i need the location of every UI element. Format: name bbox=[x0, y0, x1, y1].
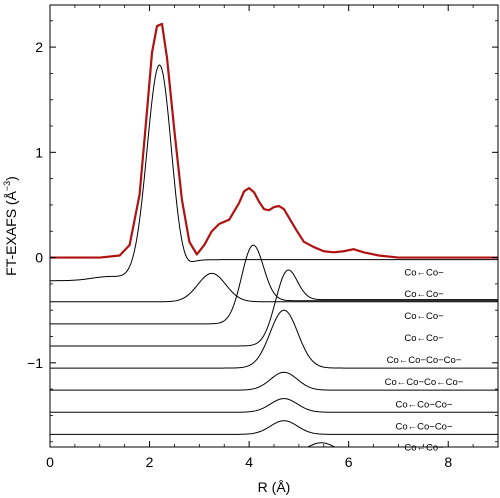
total-ft-exafs-curve bbox=[50, 22, 498, 259]
component-labels: Co←Co−Co←Co−Co←Co−Co←Co−Co←Co−Co−Co−Co←C… bbox=[385, 268, 464, 454]
y-tick-label: 0 bbox=[35, 250, 43, 266]
x-axis-ticks: 0 2 4 6 8 bbox=[46, 5, 499, 470]
component-label: Co←Co−Co− bbox=[395, 399, 452, 410]
y-tick-label: 1 bbox=[35, 144, 43, 160]
y-axis-title-superscript: −3 bbox=[2, 181, 12, 191]
component-curve bbox=[50, 244, 498, 325]
component-curve bbox=[50, 371, 498, 391]
x-tick-label: 4 bbox=[245, 454, 253, 470]
component-label: Co←Co− bbox=[404, 442, 444, 453]
component-curve bbox=[50, 64, 498, 282]
y-tick-label: −1 bbox=[27, 355, 43, 371]
component-curve bbox=[50, 398, 498, 413]
x-tick-label: 6 bbox=[345, 454, 353, 470]
component-curve bbox=[50, 420, 498, 435]
component-curve bbox=[50, 309, 498, 369]
component-label: Co←Co− bbox=[404, 333, 444, 344]
component-label: Co←Co− bbox=[404, 268, 444, 279]
total-curve-layer bbox=[50, 22, 498, 259]
y-axis-title: FT-EXAFS (Å−3) bbox=[2, 176, 19, 276]
x-tick-label: 2 bbox=[146, 454, 154, 470]
component-label: Co←Co− bbox=[404, 289, 444, 300]
x-tick-label: 8 bbox=[444, 454, 452, 470]
component-label: Co←Co−Co←Co− bbox=[385, 377, 464, 388]
component-label: Co←Co−Co−Co− bbox=[387, 355, 462, 366]
component-curves bbox=[50, 64, 498, 447]
component-curve bbox=[50, 269, 498, 347]
component-label: Co←Co− bbox=[404, 311, 444, 322]
y-axis-ticks: −1 0 1 2 bbox=[27, 20, 498, 443]
y-axis-title-close: ) bbox=[3, 176, 19, 181]
x-tick-label: 0 bbox=[46, 454, 54, 470]
y-tick-label: 2 bbox=[35, 39, 43, 55]
component-curve bbox=[50, 272, 498, 303]
x-axis-title: R (Å) bbox=[258, 479, 291, 495]
component-label: Co←Co−Co− bbox=[395, 421, 452, 432]
